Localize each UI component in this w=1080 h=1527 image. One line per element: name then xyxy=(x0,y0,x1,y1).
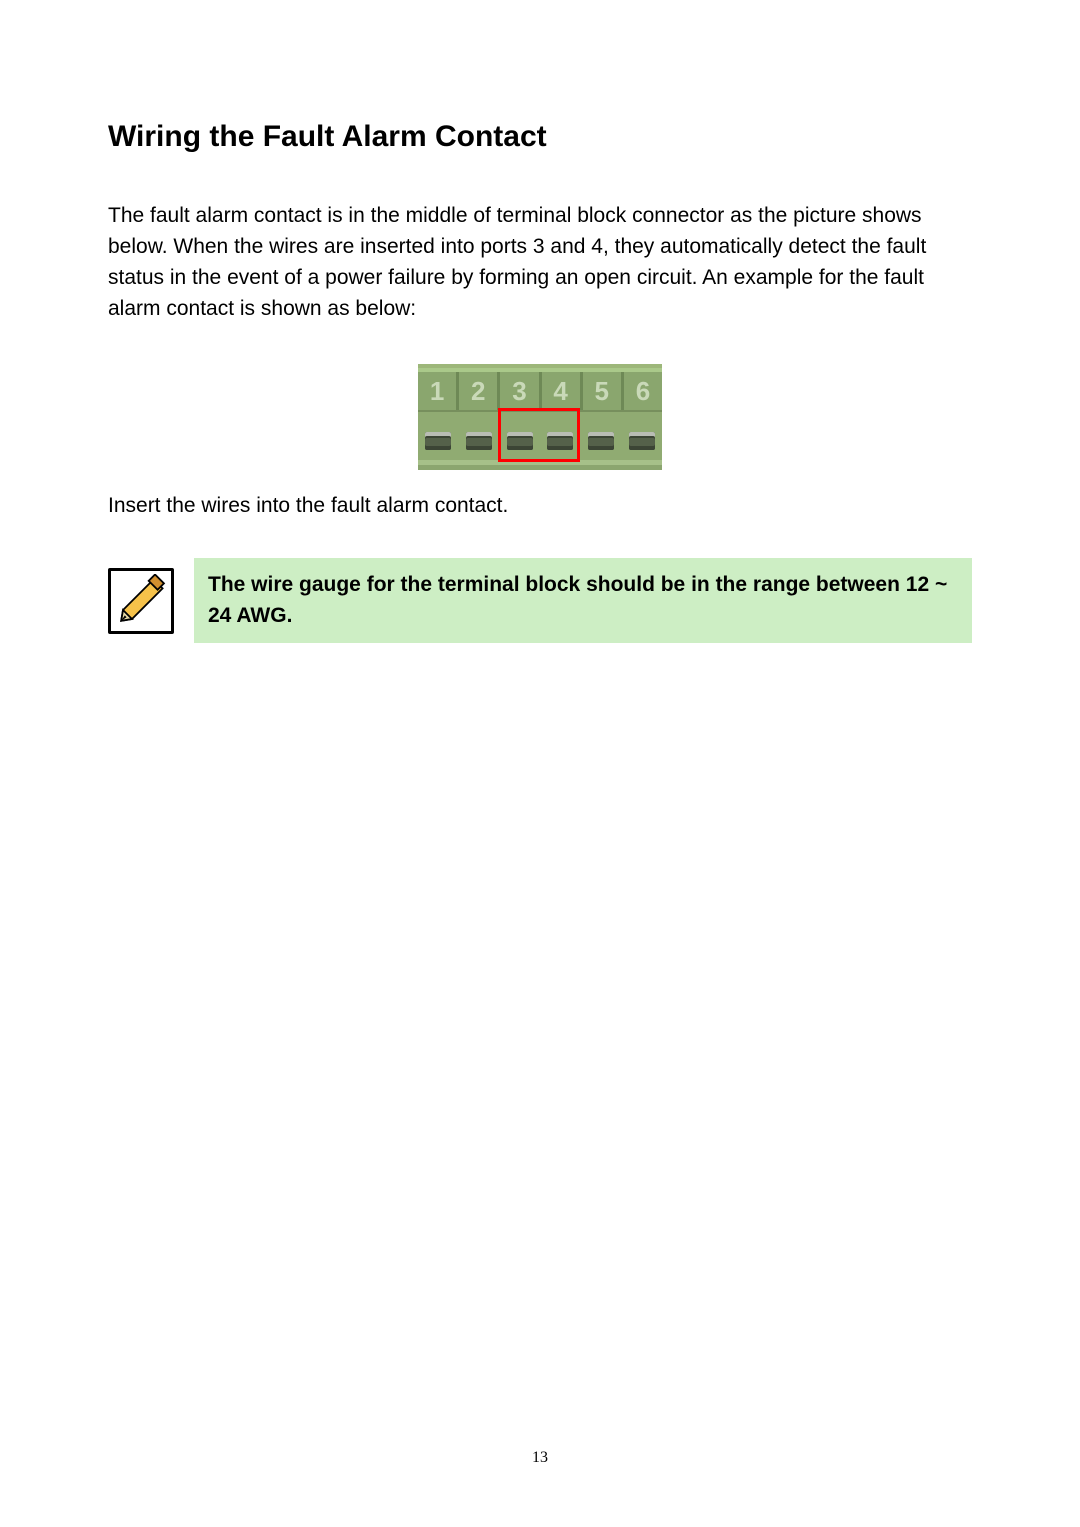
port-hole-icon xyxy=(629,432,655,450)
port-hole-icon xyxy=(588,432,614,450)
page-number: 13 xyxy=(0,1449,1080,1467)
terminal-port xyxy=(418,422,459,460)
port-hole-icon xyxy=(466,432,492,450)
section-heading: Wiring the Fault Alarm Contact xyxy=(108,120,972,154)
port-hole-icon xyxy=(547,432,573,450)
terminal-port xyxy=(459,422,500,460)
terminal-number-cell: 6 xyxy=(624,372,662,410)
intro-paragraph: The fault alarm contact is in the middle… xyxy=(108,200,972,324)
terminal-port xyxy=(540,422,581,460)
terminal-port xyxy=(581,422,622,460)
terminal-block: 1 2 3 4 5 6 xyxy=(418,364,662,470)
terminal-number-cell: 2 xyxy=(459,372,500,410)
terminal-port xyxy=(499,422,540,460)
terminal-top-strip xyxy=(418,364,662,372)
terminal-port-row xyxy=(418,410,662,460)
figure-caption: Insert the wires into the fault alarm co… xyxy=(108,494,972,518)
port-hole-icon xyxy=(425,432,451,450)
pencil-note-icon xyxy=(108,568,174,634)
terminal-port xyxy=(621,422,662,460)
terminal-number-cell: 5 xyxy=(583,372,624,410)
terminal-number-cell: 4 xyxy=(542,372,583,410)
terminal-number-cell: 3 xyxy=(500,372,541,410)
document-page: Wiring the Fault Alarm Contact The fault… xyxy=(0,0,1080,1527)
terminal-bottom-strip xyxy=(418,460,662,470)
note-callout: The wire gauge for the terminal block sh… xyxy=(108,558,972,643)
port-hole-icon xyxy=(507,432,533,450)
terminal-number-cell: 1 xyxy=(418,372,459,410)
terminal-block-figure: 1 2 3 4 5 6 xyxy=(108,364,972,470)
terminal-number-row: 1 2 3 4 5 6 xyxy=(418,372,662,410)
note-text: The wire gauge for the terminal block sh… xyxy=(194,558,972,643)
